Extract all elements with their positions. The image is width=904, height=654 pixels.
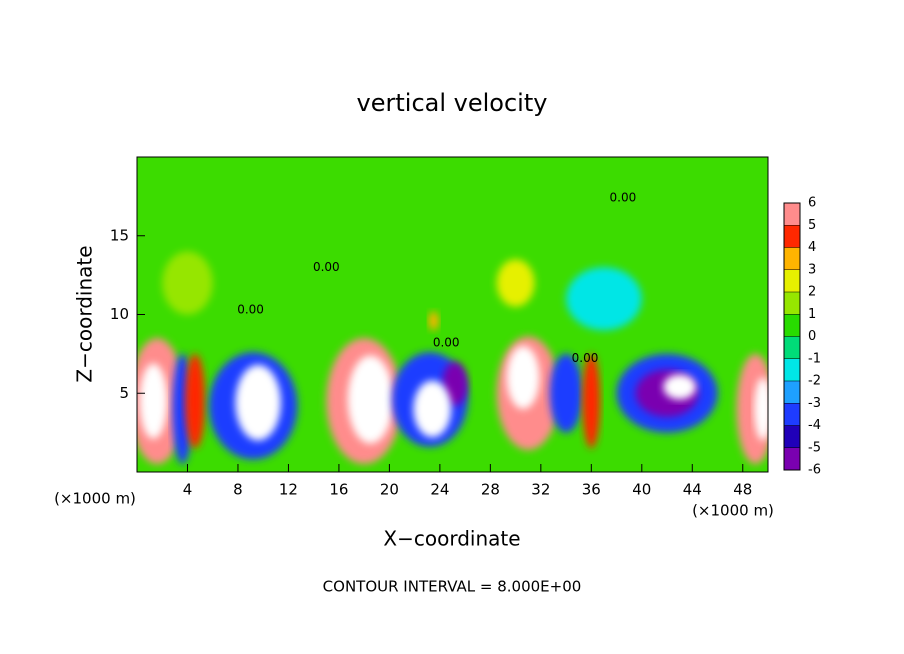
field-blob bbox=[347, 355, 394, 444]
field-blob bbox=[754, 377, 768, 441]
colorbar-label: -1 bbox=[808, 351, 821, 366]
y-tick-label: 5 bbox=[119, 384, 129, 402]
contour-label: 0.00 bbox=[313, 260, 340, 274]
x-tick-label: 28 bbox=[481, 481, 500, 499]
x-tick-label: 24 bbox=[430, 481, 449, 499]
colorbar-swatch bbox=[784, 203, 800, 226]
field-blob bbox=[162, 251, 213, 315]
contour-label: 0.00 bbox=[572, 351, 599, 365]
colorbar-label: 5 bbox=[808, 218, 816, 233]
y-tick-label: 10 bbox=[110, 305, 129, 323]
colorbar-label: -3 bbox=[808, 396, 821, 411]
x-tick-label: 36 bbox=[582, 481, 601, 499]
colorbar-label: 1 bbox=[808, 307, 816, 322]
y-unit: (×1000 m) bbox=[54, 490, 136, 508]
colorbar-label: 3 bbox=[808, 262, 816, 277]
chart-title: vertical velocity bbox=[357, 89, 548, 117]
field-blob bbox=[549, 353, 583, 433]
colorbar-swatch bbox=[784, 225, 800, 248]
field-blob bbox=[506, 346, 540, 409]
x-tick-label: 8 bbox=[233, 481, 243, 499]
colorbar-swatch bbox=[784, 269, 800, 292]
colorbar-swatch bbox=[784, 314, 800, 337]
colorbar-swatch bbox=[784, 381, 800, 404]
field-blob bbox=[139, 363, 168, 439]
colorbar-label: -4 bbox=[808, 418, 821, 433]
y-axis-label: Z−coordinate bbox=[73, 245, 97, 382]
colorbar-label: 4 bbox=[808, 240, 816, 255]
colorbar-swatch bbox=[784, 447, 800, 470]
x-tick-label: 40 bbox=[632, 481, 651, 499]
colorbar-label: -5 bbox=[808, 440, 821, 455]
colorbar-label: -2 bbox=[808, 374, 821, 389]
field-blob bbox=[413, 380, 452, 438]
y-tick-label: 15 bbox=[110, 226, 129, 244]
x-unit: (×1000 m) bbox=[692, 502, 774, 520]
colorbar-label: 2 bbox=[808, 285, 816, 300]
colorbar-label: 6 bbox=[808, 196, 816, 211]
colorbar-swatch bbox=[784, 425, 800, 448]
field-blob bbox=[442, 361, 468, 406]
x-tick-label: 16 bbox=[329, 481, 348, 499]
colorbar-swatch bbox=[784, 358, 800, 381]
field-blob bbox=[566, 267, 642, 331]
colorbar-label: -6 bbox=[808, 463, 821, 478]
x-tick-label: 44 bbox=[683, 481, 702, 499]
colorbar-label: 0 bbox=[808, 329, 816, 344]
colorbar-swatch bbox=[784, 292, 800, 315]
field-blob bbox=[663, 374, 697, 400]
field-blob bbox=[184, 353, 206, 449]
field-blob bbox=[582, 353, 601, 449]
x-axis-label: X−coordinate bbox=[383, 527, 520, 551]
contour-label: 0.00 bbox=[433, 335, 460, 349]
x-tick-label: 48 bbox=[733, 481, 752, 499]
colorbar-swatch bbox=[784, 403, 800, 426]
x-tick-label: 12 bbox=[279, 481, 298, 499]
x-tick-label: 20 bbox=[380, 481, 399, 499]
field-blob bbox=[235, 364, 281, 441]
field-blob bbox=[428, 311, 439, 331]
field-blob bbox=[496, 259, 535, 307]
field bbox=[137, 251, 768, 465]
footer: CONTOUR INTERVAL = 8.000E+00 bbox=[323, 578, 582, 596]
x-tick-label: 32 bbox=[531, 481, 550, 499]
contour-label: 0.00 bbox=[610, 190, 637, 204]
colorbar-swatch bbox=[784, 336, 800, 359]
colorbar-swatch bbox=[784, 247, 800, 270]
x-tick-label: 4 bbox=[183, 481, 193, 499]
contour-label: 0.00 bbox=[237, 302, 264, 316]
